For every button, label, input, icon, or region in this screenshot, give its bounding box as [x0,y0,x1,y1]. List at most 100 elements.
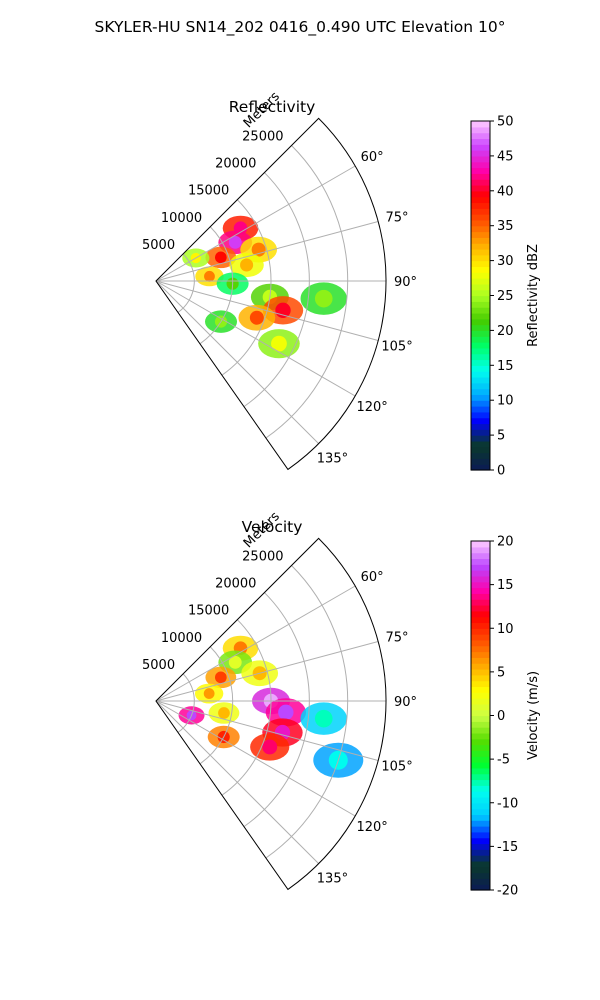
colorbar-tick-label: -5 [497,753,510,768]
colorbar-tick-label: 15 [497,359,514,374]
range-ring [243,172,310,408]
colorbar-tick-label: 40 [497,184,514,199]
colorbar-segment [471,219,490,227]
azimuth-spoke [155,640,379,702]
colorbar-segment [471,260,490,268]
colorbar-segment [471,657,490,664]
range-ring [177,673,195,733]
reflectivity-title: Reflectivity [229,98,316,116]
figure-suptitle: SKYLER-HU SN14_202 0416_0.490 UTC Elevat… [95,18,506,37]
colorbar-segment [471,843,490,850]
colorbar-segment [471,686,490,693]
colorbar-segment [471,866,490,874]
colorbar-segment [471,762,490,769]
colorbar-segment [471,365,490,372]
colorbar-segment [471,558,490,565]
echo-core [228,235,242,249]
azimuth-tick-label: 120° [356,400,387,415]
colorbar-segment [471,610,490,618]
colorbar-segment [471,773,490,781]
range-tick-label: 5000 [142,658,175,673]
colorbar-segment [471,400,490,407]
range-ring [221,199,272,376]
colorbar-label: Velocity (m/s) [526,671,541,760]
colorbar-segment [471,231,490,238]
colorbar-tick-label: -10 [497,796,518,811]
range-tick-label: 10000 [161,211,202,226]
colorbar-segment [471,837,490,845]
reflectivity-panel: Reflectivity 60° 75° 90° 105° 120° 135° 5000 10… [142,89,541,479]
colorbar-segment [471,278,490,285]
colorbar-tick-label: 45 [497,149,514,164]
colorbar-segment [471,692,490,699]
range-ring [199,646,234,765]
colorbar-segment [471,878,490,885]
colorbar-segment [471,214,490,221]
colorbar-segment [471,884,490,891]
echo-core [240,258,254,272]
range-tick-label: 10000 [161,631,202,646]
colorbar-segment [471,155,490,163]
colorbar-segment [471,132,490,140]
colorbar-segment [471,452,490,459]
range-tick-label: 20000 [215,577,256,592]
colorbar-tick-label: -15 [497,840,518,855]
azimuth-spoke [155,700,356,817]
colorbar-segment [471,464,490,471]
colorbar-segment [471,289,490,297]
reflectivity-colorbar: 0 5 10 15 20 25 30 35 40 45 50 Reflectivity dBZ [470,115,541,479]
colorbar-segment [471,318,490,326]
echo-core [271,335,287,352]
colorbar-tick-label: -20 [497,884,518,899]
colorbar-segment [471,663,490,670]
colorbar-segment [471,668,490,676]
colorbar-segment [471,307,490,314]
range-tick-label: 15000 [188,184,229,199]
colorbar-segment [471,417,490,425]
colorbar-segment [471,802,490,810]
velocity-colorbar: -20 -15 -10 -5 0 5 10 15 20 Velocity (m/s) [470,535,541,899]
range-ring [265,145,349,439]
colorbar-tick-label: 35 [497,219,514,234]
colorbar-segment [471,860,490,868]
colorbar-segment [471,639,490,647]
colorbar-segment [471,820,490,827]
echo-layer [178,635,364,778]
range-tick-label: 20000 [215,157,256,172]
colorbar-segment [471,161,490,169]
colorbar-segment [471,727,490,734]
range-ring [265,565,349,859]
range-tick-label: 5000 [142,238,175,253]
colorbar-segment [471,796,490,804]
colorbar-tick-label: 25 [497,289,514,304]
colorbar-segment [471,651,490,658]
colorbar-tick-label: 10 [497,622,514,637]
azimuth-spoke [155,280,356,397]
colorbar-segment [471,446,490,454]
colorbar-segment [471,394,490,401]
azimuth-spoke [155,585,356,702]
colorbar-tick-label: 20 [497,324,514,339]
colorbar-segment [471,225,490,233]
echo-core [278,704,294,721]
colorbar-segment [471,138,490,145]
echo-layer [182,215,347,359]
colorbar-tick-label: 15 [497,578,514,593]
colorbar-segment [471,202,490,209]
colorbar-segment [471,744,490,751]
colorbar-segment [471,564,490,571]
colorbar-label: Reflectivity dBZ [526,244,541,347]
azimuth-tick-label: 90° [394,695,417,710]
colorbar-segment [471,587,490,594]
colorbar-segment [471,423,490,430]
colorbar-segment [471,237,490,244]
colorbar-segment [471,126,490,134]
colorbar-segment [471,698,490,705]
colorbar-segment [471,552,490,560]
colorbar-segment [471,849,490,856]
colorbar-segment [471,435,490,442]
velocity-sector: 60° 75° 90° 105° 120° 135° 5000 10000 15000 20000… [142,509,417,891]
polar-grid [155,145,386,444]
echo-core [262,739,278,755]
range-tick-label: 25000 [242,549,283,564]
